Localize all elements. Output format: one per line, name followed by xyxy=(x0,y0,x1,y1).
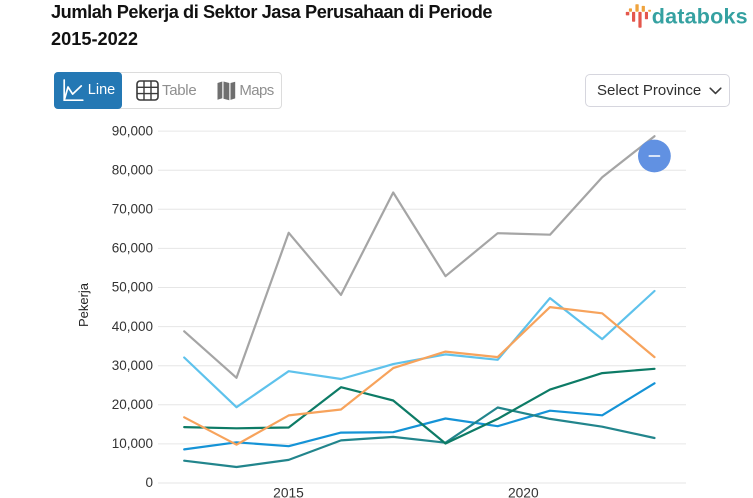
svg-text:0: 0 xyxy=(145,475,153,490)
svg-text:90,000: 90,000 xyxy=(112,123,153,138)
svg-text:30,000: 30,000 xyxy=(112,358,153,373)
svg-text:70,000: 70,000 xyxy=(112,202,153,217)
svg-text:2020: 2020 xyxy=(508,486,539,498)
svg-text:60,000: 60,000 xyxy=(112,241,153,256)
svg-text:Pekerja: Pekerja xyxy=(76,282,91,327)
svg-text:2015: 2015 xyxy=(273,486,304,498)
svg-text:databoks: databoks xyxy=(652,5,748,29)
svg-text:10,000: 10,000 xyxy=(112,436,153,451)
svg-text:40,000: 40,000 xyxy=(112,319,153,334)
svg-text:20,000: 20,000 xyxy=(112,397,153,412)
svg-text:80,000: 80,000 xyxy=(112,162,153,177)
svg-text:50,000: 50,000 xyxy=(112,280,153,295)
